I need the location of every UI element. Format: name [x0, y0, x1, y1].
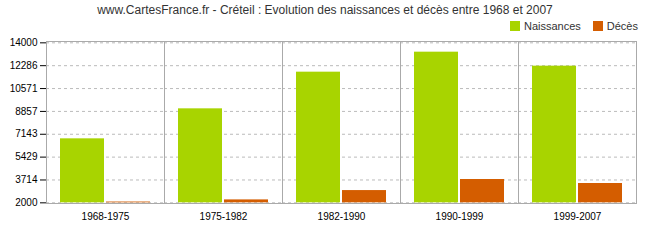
svg-text:2000: 2000	[15, 197, 38, 208]
svg-text:10571: 10571	[10, 83, 38, 94]
svg-text:8857: 8857	[15, 106, 38, 117]
svg-text:7143: 7143	[15, 128, 38, 139]
svg-text:14000: 14000	[10, 37, 38, 48]
svg-text:1975-1982: 1975-1982	[200, 211, 248, 222]
svg-text:1999-2007: 1999-2007	[554, 211, 602, 222]
svg-text:5429: 5429	[15, 151, 38, 162]
svg-text:1968-1975: 1968-1975	[82, 211, 130, 222]
html-text:www.CartesFrance.fr - Créteil: www.CartesFrance.fr - Créteil : Evolutio…	[97, 3, 553, 17]
html-text:Naissances: Naissances	[524, 20, 581, 32]
svg-text:3714: 3714	[15, 174, 38, 185]
svg-text:1982-1990: 1982-1990	[318, 211, 366, 222]
svg-text:1990-1999: 1990-1999	[436, 211, 484, 222]
svg-text:12286: 12286	[10, 60, 38, 71]
html-text:Décès: Décès	[606, 20, 638, 32]
